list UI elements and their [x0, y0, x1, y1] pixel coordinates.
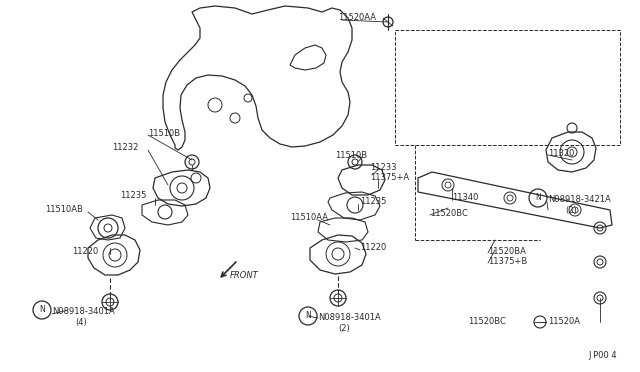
Text: 11510AA: 11510AA	[290, 214, 328, 222]
Text: 11520BC: 11520BC	[430, 209, 468, 218]
Text: 11375+A: 11375+A	[370, 173, 409, 183]
Text: 11232: 11232	[112, 144, 138, 153]
Text: 11340: 11340	[452, 193, 478, 202]
Text: (2): (2)	[338, 324, 349, 333]
Text: 11510B: 11510B	[335, 151, 367, 160]
Text: FRONT: FRONT	[230, 270, 259, 279]
Text: N: N	[305, 311, 311, 321]
Text: 11520A: 11520A	[548, 317, 580, 327]
Text: J P00 4: J P00 4	[588, 352, 616, 360]
Text: N: N	[535, 193, 541, 202]
Text: N: N	[39, 305, 45, 314]
Text: (4): (4)	[75, 317, 87, 327]
Text: 11220: 11220	[360, 244, 387, 253]
Text: 11510B: 11510B	[148, 128, 180, 138]
Text: 11235: 11235	[120, 190, 147, 199]
Text: 11220: 11220	[72, 247, 99, 257]
Text: 11375+B: 11375+B	[488, 257, 527, 266]
Text: N08918-3421A: N08918-3421A	[548, 196, 611, 205]
Text: 11520BC: 11520BC	[468, 317, 506, 327]
Text: 11235: 11235	[360, 198, 387, 206]
Text: (2): (2)	[565, 205, 577, 215]
Text: N08918-3401A: N08918-3401A	[318, 314, 381, 323]
Text: 11320: 11320	[548, 148, 574, 157]
Text: 11520AA: 11520AA	[338, 13, 376, 22]
Text: 11233: 11233	[370, 164, 397, 173]
Bar	[395, 30, 620, 145]
Text: 11510AB: 11510AB	[45, 205, 83, 215]
Text: 11520BA: 11520BA	[488, 247, 526, 257]
Text: N08918-3401A: N08918-3401A	[52, 308, 115, 317]
